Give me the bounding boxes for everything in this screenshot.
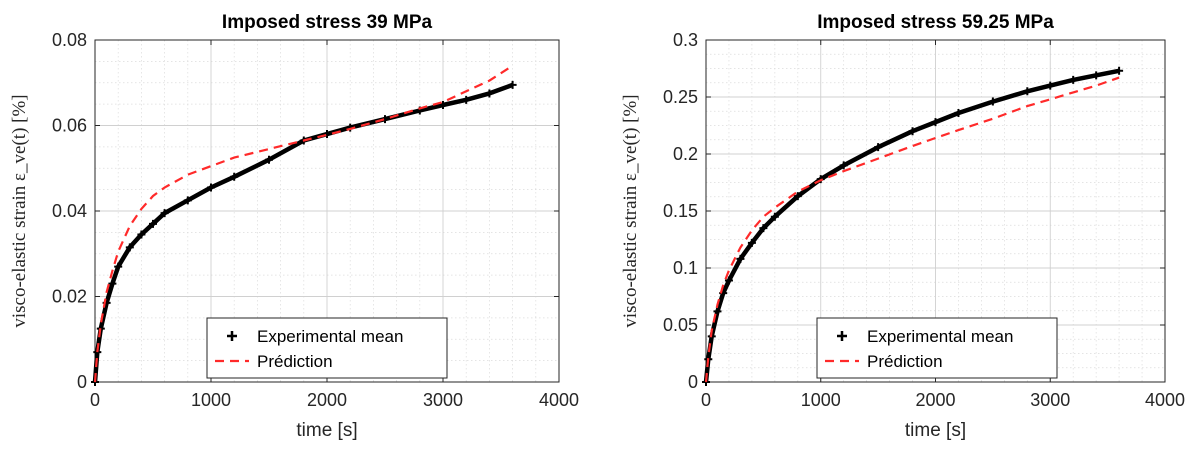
y-tick-label: 0.02 [52, 287, 87, 307]
experimental-point [137, 230, 146, 239]
experimental-point [1023, 87, 1032, 96]
legend-box [206, 317, 448, 379]
legend-label: Experimental mean [257, 327, 403, 346]
y-tick-label: 0.3 [673, 30, 698, 50]
series-prediction [93, 64, 514, 383]
experimental-point [1115, 66, 1124, 75]
experimental-point [874, 143, 883, 152]
experimental-point [149, 219, 157, 228]
experimental-point [230, 172, 239, 181]
experimental-point [988, 97, 997, 106]
legend-experimental-swatch [837, 331, 847, 341]
experimental-point [736, 254, 745, 263]
legend-label: Prédiction [867, 352, 943, 371]
legend: Experimental mean Prédiction [816, 317, 1058, 379]
experimental-point [183, 196, 192, 205]
experimental-point [207, 183, 215, 192]
y-tick-label: 0 [688, 372, 698, 392]
experimental-point [462, 95, 471, 104]
chart-title: Imposed stress 39 MPa [222, 12, 433, 33]
experimental-point [485, 89, 494, 98]
y-tick-label: 0.2 [673, 144, 698, 164]
x-tick-label: 3000 [423, 390, 463, 410]
legend: Experimental mean Prédiction [206, 317, 448, 379]
experimental-point [770, 212, 779, 221]
x-tick-label: 4000 [1145, 390, 1185, 410]
experimental-point [265, 155, 273, 164]
y-axis-label: visco-elastic strain ε_ve(t) [%] [620, 94, 641, 327]
experimental-point [160, 209, 169, 218]
experimental-point [1046, 81, 1055, 90]
y-axis-label: visco-elastic strain ε_ve(t) [%] [9, 94, 30, 327]
experimental-point [114, 262, 123, 271]
series-prediction [704, 76, 1120, 383]
y-tick-label: 0 [77, 372, 87, 392]
y-tick-label: 0.15 [663, 201, 698, 221]
prediction-line [704, 76, 1120, 383]
legend-label: Prédiction [257, 352, 333, 371]
x-tick-label: 2000 [307, 390, 347, 410]
chart-title: Imposed stress 59.25 MPa [817, 12, 1054, 33]
experimental-point [793, 192, 802, 201]
y-tick-label: 0.06 [52, 116, 87, 136]
x-tick-label: 3000 [1030, 390, 1070, 410]
legend-label: Experimental mean [867, 327, 1013, 346]
experimental-point [508, 80, 517, 89]
x-tick-label: 0 [90, 390, 100, 410]
prediction-line [93, 64, 514, 383]
chart-panel-1: 0 1000 2000 3000 4000 0 0.02 0.04 0.06 0.08 Impose… [9, 12, 579, 441]
y-tick-label: 0.05 [663, 315, 698, 335]
experimental-point [931, 118, 940, 127]
legend-experimental-swatch [227, 331, 237, 341]
y-tick-label: 0.1 [673, 258, 698, 278]
chart-panel-2: 0 1000 2000 3000 4000 0 0.05 0.1 0.15 0.2 0.25 0.3 I… [620, 12, 1185, 441]
legend-box [816, 317, 1058, 379]
x-axis-label: time [s] [905, 420, 966, 441]
experimental-point [1092, 71, 1101, 80]
experimental-point [759, 224, 768, 233]
experimental-point [724, 276, 733, 285]
x-tick-label: 4000 [539, 390, 579, 410]
x-tick-label: 1000 [801, 390, 841, 410]
x-axis-label: time [s] [296, 420, 357, 441]
x-tick-label: 2000 [915, 390, 955, 410]
experimental-point [713, 307, 722, 316]
y-tick-label: 0.25 [663, 87, 698, 107]
x-tick-label: 0 [701, 390, 711, 410]
y-tick-label: 0.04 [52, 201, 87, 221]
experimental-point [125, 243, 134, 252]
experimental-point [108, 279, 117, 288]
experimental-point [747, 238, 756, 247]
experimental-point [908, 127, 917, 136]
experimental-point [839, 161, 848, 170]
x-tick-label: 1000 [191, 390, 231, 410]
y-tick-label: 0.08 [52, 30, 87, 50]
experimental-point [439, 100, 447, 109]
experimental-point [323, 130, 331, 139]
experimental-point [954, 108, 963, 117]
experimental-point [1069, 75, 1078, 84]
